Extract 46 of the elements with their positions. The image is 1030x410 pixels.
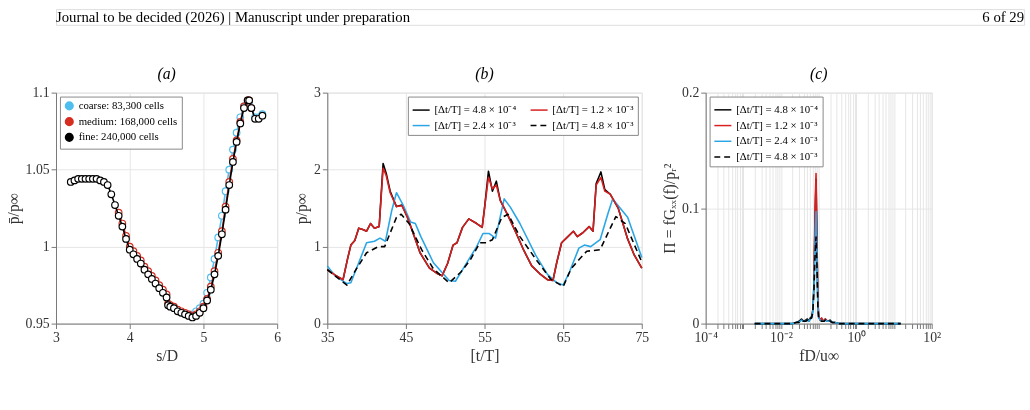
y-axis-title: p/p∞ [293,192,312,225]
legend-label: [Δt/T] = 4.8 × 10⁻³ [552,118,635,131]
y-tick-label: 1 [314,239,322,255]
x-tick-label: 35 [320,329,335,345]
legend-label: [Δt/T] = 4.8 × 10⁻⁴ [434,103,517,116]
chart-title: (b) [475,64,494,83]
y-tick-label: 1.05 [25,162,50,178]
y-tick-label: 1 [42,239,50,255]
y-tick-label: 0 [692,316,700,332]
text: 6 of 29 [982,8,1025,25]
legend-label: [Δt/T] = 2.4 × 10⁻³ [434,118,517,131]
x-tick-label: 45 [399,329,414,345]
x-tick-label: 3 [53,329,61,345]
legend-label: [Δt/T] = 4.8 × 10⁻³ [736,149,819,162]
legend-label: [Δt/T] = 1.2 × 10⁻³ [552,103,635,116]
y-tick-label: 3 [314,85,322,101]
chart-title: (a) [157,64,176,83]
y-tick-label: 0.95 [25,316,50,332]
x-tick-label: 5 [200,329,208,345]
y-axis-title: p̄/p∞ [4,192,23,225]
y-tick-label: 0 [314,316,322,332]
text: Journal to be decided (2026) | Manuscript under preparation [56,8,411,26]
y-tick-label: 2 [314,162,322,178]
legend-label: [Δt/T] = 1.2 × 10⁻³ [736,118,819,131]
y-tick-label: 0.2 [682,85,700,101]
x-tick-label: 4 [126,329,134,345]
legend-label: [Δt/T] = 4.8 × 10⁻⁴ [736,102,819,115]
x-tick-label: 65 [556,329,571,345]
x-axis-title: fD/u∞ [799,347,840,365]
chart-title: (c) [809,64,828,83]
x-tick-label: 10² [923,329,942,345]
legend-label: [Δt/T] = 2.4 × 10⁻³ [736,134,819,147]
x-tick-label: 75 [635,329,650,345]
x-tick-label: 55 [478,329,493,345]
y-axis-title: Π = fGₓₓ(f)/pᵣ² [661,163,680,254]
legend-label: coarse: 83,300 cells [78,98,165,111]
legend-label: fine: 240,000 cells [78,130,159,143]
x-tick-label: 10⁰ [847,329,867,345]
y-tick-label: 0.1 [682,200,700,216]
y-tick-label: 1.1 [32,85,50,101]
legend-label: medium: 168,000 cells [78,114,178,127]
x-tick-label: 10⁻⁴ [694,329,719,345]
x-axis-title: [t/T] [470,347,500,365]
x-axis-title: s/D [156,347,178,365]
x-tick-label: 10⁻² [770,329,793,345]
x-tick-label: 6 [274,329,282,345]
